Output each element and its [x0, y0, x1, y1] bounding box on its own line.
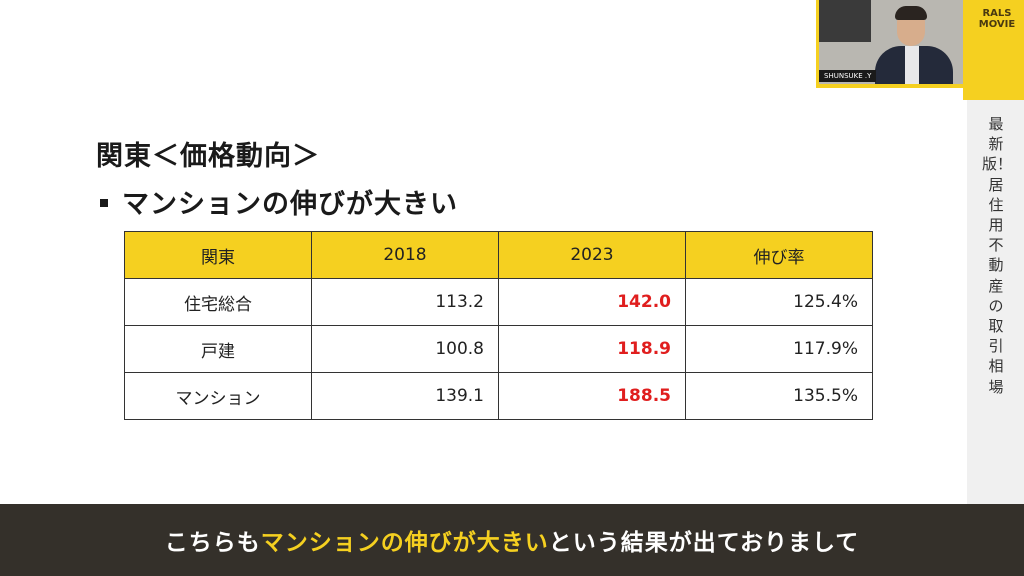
- value-2018: 139.1: [311, 372, 499, 420]
- header-region: 関東: [124, 231, 312, 279]
- subtitle: こちらもマンションの伸びが大きいという結果が出ておりまして: [0, 523, 1024, 557]
- presenter-shirt: [905, 46, 919, 84]
- table-row: 住宅総合 113.2 142.0 125.4%: [124, 278, 873, 326]
- slide-bullet: マンションの伸びが大きい: [100, 182, 458, 221]
- value-growth: 117.9%: [685, 325, 873, 373]
- header-2018: 2018: [311, 231, 499, 279]
- brand-logo: RALS MOVIE: [976, 8, 1018, 30]
- header-growth: 伸び率: [685, 231, 873, 279]
- table-row: マンション 139.1 188.5 135.5%: [124, 372, 873, 420]
- subtitle-highlight: マンションの伸びが大きい: [260, 530, 549, 556]
- subtitle-before: こちらも: [164, 530, 261, 556]
- bullet-text: マンションの伸びが大きい: [122, 189, 458, 220]
- value-2023: 118.9: [498, 325, 686, 373]
- subtitle-bar: [0, 504, 1024, 576]
- brand-line-2: MOVIE: [978, 19, 1016, 30]
- side-panel: [967, 100, 1024, 504]
- presenter-camera: SHUNSUKE .Y: [819, 0, 963, 84]
- value-growth: 125.4%: [685, 278, 873, 326]
- header-2023: 2023: [498, 231, 686, 279]
- row-label: 戸建: [124, 325, 312, 373]
- presenter-hair: [895, 6, 927, 20]
- price-table: 関東 2018 2023 伸び率 住宅総合 113.2 142.0 125.4%…: [124, 231, 873, 420]
- brand-panel: [963, 0, 1024, 100]
- value-2023: 188.5: [498, 372, 686, 420]
- slide-title: 関東＜価格動向＞: [96, 141, 320, 172]
- subtitle-after: という結果が出ておりまして: [548, 530, 860, 556]
- table-row: 戸建 100.8 118.9 117.9%: [124, 325, 873, 373]
- row-label: 住宅総合: [124, 278, 312, 326]
- value-2018: 100.8: [311, 325, 499, 373]
- value-2018: 113.2: [311, 278, 499, 326]
- bullet-marker-icon: [100, 198, 108, 207]
- presenter-name-tag: SHUNSUKE .Y: [819, 70, 877, 82]
- value-growth: 135.5%: [685, 372, 873, 420]
- vertical-title: 最新版！居住用不動産の取引相場: [982, 115, 1013, 396]
- row-label: マンション: [124, 372, 312, 420]
- whiteboard-image: [819, 0, 871, 42]
- value-2023: 142.0: [498, 278, 686, 326]
- table-header-row: 関東 2018 2023 伸び率: [124, 231, 873, 279]
- brand-line-1: RALS: [982, 8, 1012, 19]
